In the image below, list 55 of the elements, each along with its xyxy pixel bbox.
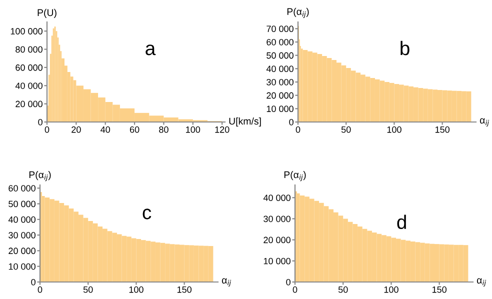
y-tick-label: 10 000 [264, 258, 290, 264]
y-tick-label: 10 000 [8, 263, 36, 270]
y-tick-label: 50 000 [8, 200, 36, 208]
x-tick-label: 50 [83, 286, 93, 293]
x-tick-label: 100 [129, 286, 144, 293]
y-tick-label: 70 000 [266, 26, 294, 32]
x-axis-title: α$_{ij}$ [480, 118, 490, 127]
x-tick-label: 40 [100, 126, 110, 133]
y-axis-title: P(U) [38, 8, 56, 18]
y-tick-label: 0 [289, 118, 294, 126]
x-tick-label: 0 [44, 126, 50, 133]
x-axis-title: U[km/s] [229, 117, 261, 127]
y-tick-label: 10 000 [266, 106, 294, 112]
y-tick-label: 0 [38, 118, 42, 126]
x-tick-label: 150 [435, 126, 450, 133]
annotation: d [397, 214, 406, 230]
annotation: c [142, 208, 152, 220]
annotation: a [146, 44, 156, 56]
x-axis-title: α$_{ij}$ [222, 278, 232, 287]
y-tick-label: 30 000 [264, 216, 290, 222]
x-tick-label: 150 [177, 286, 192, 293]
x-tick-label: 150 [432, 286, 447, 293]
y-tick-label: 60 000 [8, 185, 36, 192]
x-tick-label: 120 [215, 126, 230, 133]
y-axis-title: P(α$_{ij}$) [284, 171, 306, 182]
y-tick-label: 0 [286, 278, 290, 286]
annotation: b [400, 40, 410, 56]
y-tick-label: 100 000 [10, 28, 42, 34]
y-tick-label: 40 000 [15, 82, 42, 89]
y-tick-label: 20 000 [8, 248, 36, 254]
x-tick-label: 50 [341, 126, 351, 133]
x-tick-label: 0 [296, 126, 300, 133]
x-tick-label: 100 [387, 126, 402, 133]
x-tick-label: 20 [72, 126, 81, 133]
y-tick-label: 20 000 [266, 92, 294, 99]
y-tick-label: 30 000 [8, 232, 36, 238]
x-tick-label: 100 [384, 286, 398, 293]
x-tick-label: 100 [186, 126, 200, 133]
y-tick-label: 20 000 [16, 100, 42, 108]
x-tick-label: 80 [159, 126, 168, 133]
y-tick-label: 50 000 [266, 52, 294, 59]
y-tick-label: 40 000 [263, 194, 290, 202]
y-tick-label: 0 [31, 278, 36, 286]
y-tick-label: 60 000 [266, 38, 294, 46]
y-tick-label: 30 000 [266, 78, 294, 86]
x-axis-title: α$_{ij}$ [476, 278, 486, 287]
y-axis-title: P(α$_{ij}$) [29, 171, 51, 182]
y-tick-label: 40 000 [8, 216, 36, 223]
x-tick-label: 50 [338, 286, 348, 293]
y-tick-label: 80 000 [16, 46, 42, 53]
y-axis-title: P(α$_{ij}$) [287, 8, 309, 18]
y-tick-label: 20 000 [264, 236, 290, 244]
x-tick-label: 60 [130, 126, 140, 133]
y-tick-label: 40 000 [266, 66, 294, 72]
y-tick-label: 60 000 [16, 64, 42, 71]
